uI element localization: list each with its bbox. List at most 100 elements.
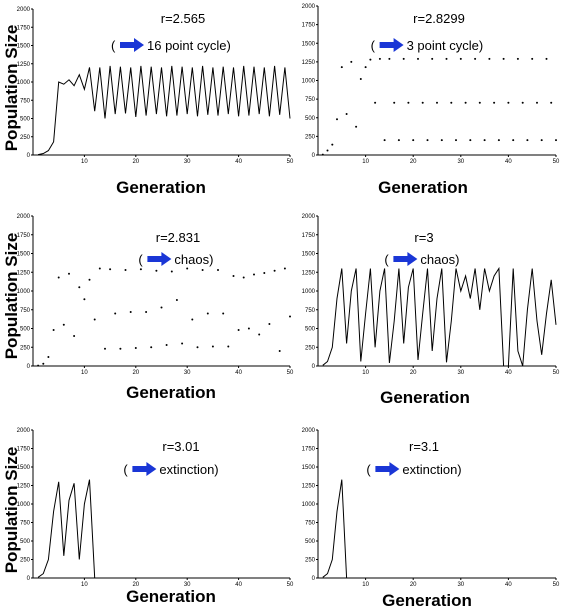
panel-4-y-tick-label: 750 [305, 308, 316, 314]
panel-3-data-point [47, 356, 50, 358]
panel-2-y-tick-label: 2000 [302, 4, 316, 10]
panel-3-data-point [289, 315, 291, 318]
panel-3-data-point [268, 323, 271, 325]
panel-2-x-tick-label: 30 [457, 159, 464, 165]
panel-3-y-tick-label: 250 [20, 345, 31, 351]
panel-2-data-point [474, 57, 477, 60]
panel-4-y-tick-label: 1750 [302, 233, 316, 239]
panel-6-y-tick-label: 2000 [302, 428, 316, 434]
panel-5-y-tick-label: 250 [20, 558, 31, 564]
panel-3-data-point [145, 311, 148, 313]
panel-1-y-tick-label: 0 [27, 153, 31, 159]
panel-2-x-tick-label: 20 [410, 159, 417, 165]
panel-2-data-point [531, 57, 534, 60]
panel-2-data-point [497, 139, 500, 142]
row-1-ylabel: Population Size [2, 25, 21, 152]
panel-3-data-point [217, 269, 219, 271]
panel-6-outcome-label: extinction) [402, 462, 461, 477]
panel-3-y-tick-label: 500 [20, 327, 31, 333]
panel-1-x-tick-label: 40 [235, 159, 242, 165]
panel-3-data-point [98, 267, 101, 270]
panel-3-y-tick-label: 750 [20, 308, 31, 314]
panel-3-data-point [57, 276, 60, 279]
panel-3-data-point [73, 335, 76, 337]
panel-5-y-tick-label: 2000 [17, 428, 31, 434]
row-1-ylabel-group: Population Size [2, 25, 21, 152]
panel-2-data-point [426, 139, 429, 142]
row-3-ylabel-group: Population Size [2, 447, 21, 574]
panel-3-data-point [263, 272, 266, 274]
panel-3-data-point [42, 362, 45, 365]
panel-2-data-point [469, 139, 472, 142]
panel-3-data-point [283, 267, 286, 270]
panel-2-data-point [364, 66, 367, 69]
panel-1-y-tick-label: 1750 [17, 25, 31, 31]
panel-3-data-point [186, 267, 189, 270]
panel-2-y-tick-label: 750 [305, 97, 316, 103]
panel-4-y-tick-label: 1250 [302, 270, 316, 276]
panel-4-x-tick-label: 50 [553, 370, 560, 376]
panel-2-data-point [550, 101, 553, 104]
panel-1-y-tick-label: 2000 [17, 7, 31, 13]
panel-3-outcome-label: chaos) [174, 252, 213, 267]
panel-2-data-point [412, 139, 415, 142]
panel-2-data-point [326, 149, 329, 152]
panel-5: 0 250 500 750 1000 1250 1500 1750 2000 10 20 30 40 50… [17, 428, 294, 606]
panel-6-y-tick-label: 1750 [302, 447, 316, 453]
panel-1-y-tick-label: 1500 [17, 44, 31, 50]
panel-4-r-value: r=3 [414, 230, 433, 245]
panel-5-x-tick-label: 50 [287, 582, 294, 588]
panel-1-y-tick-label: 250 [20, 135, 31, 141]
panel-2-data-point [383, 139, 386, 142]
panel-1-paren-open: ( [111, 38, 116, 53]
panel-3-data-point [273, 269, 276, 272]
panel-6-arrow-icon [375, 462, 400, 476]
panel-2-data-point [483, 139, 486, 142]
panel-3-x-tick-label: 50 [287, 370, 294, 376]
panel-2-y-tick-label: 0 [312, 153, 316, 159]
panel-2-data-point [374, 101, 377, 104]
panel-2-data-point [388, 57, 391, 60]
panel-3-data-point [206, 312, 209, 315]
panel-3-data-point [196, 346, 199, 349]
panel-2-outcome-label: 3 point cycle) [407, 38, 484, 53]
panel-2-paren-open: ( [371, 38, 376, 53]
panel-5-y-tick-label: 1500 [17, 465, 31, 471]
panel-3-data-point [104, 347, 106, 350]
panel-3-data-point [237, 329, 240, 331]
panel-1-y-tick-label: 500 [20, 117, 31, 123]
panel-1-series-line [37, 65, 291, 156]
panel-3-data-point [278, 350, 281, 352]
panel-3-paren-open: ( [138, 252, 143, 267]
panel-3-data-point [88, 278, 91, 281]
row-2-ylabel: Population Size [2, 233, 21, 360]
panel-3-data-point [247, 327, 250, 330]
panel-5-x-tick-label: 10 [81, 582, 88, 588]
panel-4-arrow-icon [393, 252, 418, 266]
panel-2-x-tick-label: 10 [362, 159, 369, 165]
panel-3-r-value: r=2.831 [156, 230, 200, 245]
panel-3-x-tick-label: 30 [184, 370, 191, 376]
panel-5-xlabel: Generation [126, 587, 216, 606]
panel-2-data-point [478, 101, 481, 104]
panel-1-xlabel: Generation [116, 178, 206, 197]
panel-4-x-tick-label: 30 [457, 370, 464, 376]
panel-5-r-value: r=3.01 [162, 439, 199, 454]
panel-2-data-point [516, 57, 519, 60]
panel-3-data-point [181, 342, 184, 345]
panel-2-y-tick-label: 1250 [302, 60, 316, 66]
panel-3-data-point [52, 329, 55, 331]
panel-5-y-tick-label: 1250 [17, 484, 31, 490]
panel-1-outcome-label: 16 point cycle) [147, 38, 231, 53]
panel-3-data-point [93, 318, 96, 321]
panel-2-r-value: r=2.8299 [413, 11, 465, 26]
panel-5-paren-open: ( [123, 462, 128, 477]
panel-2-data-point [369, 58, 372, 61]
panel-1-x-tick-label: 50 [287, 159, 294, 165]
panel-4-y-tick-label: 1500 [302, 252, 316, 258]
panel-2-data-point [555, 139, 557, 142]
panel-2-data-point [540, 139, 543, 142]
panel-2-y-tick-label: 250 [305, 134, 316, 140]
